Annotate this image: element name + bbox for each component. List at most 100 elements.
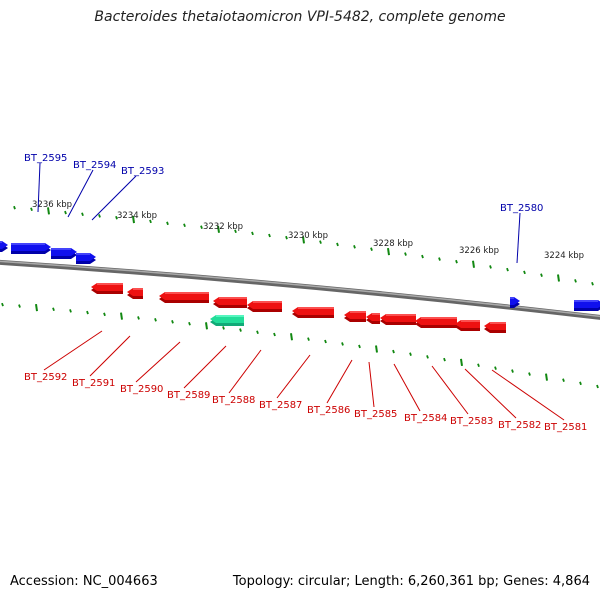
gene-forward-arrow[interactable] xyxy=(0,241,8,252)
gene-reverse-arrow[interactable] xyxy=(366,313,380,324)
gene-reverse-arrow[interactable] xyxy=(415,317,457,328)
leader-line xyxy=(228,349,262,394)
scale-tick xyxy=(358,344,361,349)
leader-line xyxy=(37,162,41,213)
gene-reverse-arrow[interactable] xyxy=(127,288,143,299)
scale-tick xyxy=(523,270,526,275)
gene-label-reverse[interactable]: BT_2590 xyxy=(120,384,163,395)
gene-reverse-arrow[interactable] xyxy=(455,320,480,331)
kbp-scale-labels: 3236 kbp 3234 kbp 3232 kbp 3230 kbp 3228 kbp… xyxy=(32,200,584,261)
scale-tick xyxy=(35,303,38,312)
gene-label-forward[interactable]: BT_2593 xyxy=(121,166,164,177)
gene-reverse-arrow[interactable] xyxy=(484,322,506,333)
scale-tick xyxy=(149,219,152,224)
scale-tick xyxy=(188,321,191,326)
scale-tick xyxy=(217,225,220,233)
gene-reverse-arrow[interactable] xyxy=(344,311,366,322)
scale-tick xyxy=(443,357,446,362)
gene-label-forward[interactable]: BT_2594 xyxy=(73,160,116,171)
leader-line xyxy=(326,359,353,404)
leader-line xyxy=(431,365,469,415)
gene-reverse-arrow[interactable] xyxy=(292,307,334,318)
gene-reverse-arrow[interactable] xyxy=(159,292,209,303)
scale-tick xyxy=(511,369,514,373)
leader-line xyxy=(516,212,521,264)
gene-features[interactable] xyxy=(0,241,600,333)
genome-backbone xyxy=(0,259,600,320)
scale-tick xyxy=(81,212,84,217)
gene-forward-arrow[interactable] xyxy=(574,300,600,311)
gene-highlighted-block[interactable] xyxy=(210,315,244,326)
scale-tick xyxy=(455,259,458,264)
leader-line xyxy=(67,169,94,218)
leader-line xyxy=(393,363,421,412)
scale-tick xyxy=(460,358,463,367)
leader-line xyxy=(491,369,565,421)
gene-labels[interactable]: BT_2595 BT_2594 BT_2593 BT_2580 BT_2592 BT_25… xyxy=(24,153,587,433)
gene-forward-arrow[interactable] xyxy=(51,248,77,259)
gene-label-reverse[interactable]: BT_2591 xyxy=(72,378,115,389)
scale-tick xyxy=(596,384,599,389)
gene-label-reverse[interactable]: BT_2582 xyxy=(498,420,541,431)
gene-label-reverse[interactable]: BT_2592 xyxy=(24,372,67,383)
scale-tick xyxy=(47,207,50,215)
gene-forward-arrow[interactable] xyxy=(11,243,51,254)
scale-tick xyxy=(171,319,174,324)
scale-tick xyxy=(115,215,118,220)
gene-label-forward[interactable]: BT_2595 xyxy=(24,153,67,164)
scale-tick xyxy=(489,265,492,269)
gene-reverse-arrow[interactable] xyxy=(213,297,247,308)
leader-line xyxy=(464,368,517,419)
scale-tick xyxy=(341,342,344,346)
scale-tick xyxy=(268,233,271,238)
scale-tick xyxy=(392,349,395,354)
gene-reverse-arrow[interactable] xyxy=(380,314,416,325)
genome-summary-text: Topology: circular; Length: 6,260,361 bp… xyxy=(232,574,590,589)
scale-tick xyxy=(353,245,356,249)
scale-tick xyxy=(30,207,33,212)
scale-tick xyxy=(234,229,237,234)
gene-label-reverse[interactable]: BT_2587 xyxy=(259,400,302,411)
gene-forward-arrow[interactable] xyxy=(510,297,520,308)
gene-label-reverse[interactable]: BT_2581 xyxy=(544,422,587,433)
kbp-label: 3230 kbp xyxy=(288,231,328,241)
scale-tick xyxy=(404,252,407,256)
scale-tick xyxy=(494,366,497,370)
scale-tick xyxy=(86,310,89,315)
scale-tick xyxy=(132,215,135,224)
gene-label-reverse[interactable]: BT_2583 xyxy=(450,416,493,427)
gene-reverse-arrow[interactable] xyxy=(247,301,282,312)
scale-tick xyxy=(545,373,548,381)
leader-line xyxy=(135,341,181,383)
scale-tick xyxy=(557,274,560,282)
outer-scale-ticks xyxy=(13,205,594,286)
leader-line xyxy=(91,175,137,221)
scale-tick xyxy=(426,355,429,359)
scale-tick xyxy=(290,333,293,341)
gene-label-reverse[interactable]: BT_2588 xyxy=(212,395,255,406)
gene-label-reverse[interactable]: BT_2586 xyxy=(307,405,350,416)
scale-tick xyxy=(336,242,339,247)
scale-tick xyxy=(256,330,259,335)
kbp-label: 3224 kbp xyxy=(544,251,584,261)
scale-tick xyxy=(222,326,225,330)
kbp-label: 3236 kbp xyxy=(32,200,72,210)
gene-reverse-arrow[interactable] xyxy=(91,283,123,294)
leader-line xyxy=(276,354,311,399)
scale-tick xyxy=(370,247,373,251)
gene-label-forward[interactable]: BT_2580 xyxy=(500,203,543,214)
inner-scale-ticks xyxy=(1,302,599,389)
scale-tick xyxy=(103,312,106,317)
gene-label-reverse[interactable]: BT_2589 xyxy=(167,390,210,401)
gene-forward-arrow[interactable] xyxy=(76,253,96,264)
scale-tick xyxy=(1,302,4,307)
kbp-label: 3234 kbp xyxy=(117,211,157,221)
scale-tick xyxy=(387,247,390,256)
scale-tick xyxy=(137,316,140,320)
scale-tick xyxy=(528,372,531,376)
gene-label-reverse[interactable]: BT_2585 xyxy=(354,409,397,420)
scale-tick xyxy=(69,309,72,313)
scale-tick xyxy=(409,352,412,356)
gene-label-reverse[interactable]: BT_2584 xyxy=(404,413,447,424)
